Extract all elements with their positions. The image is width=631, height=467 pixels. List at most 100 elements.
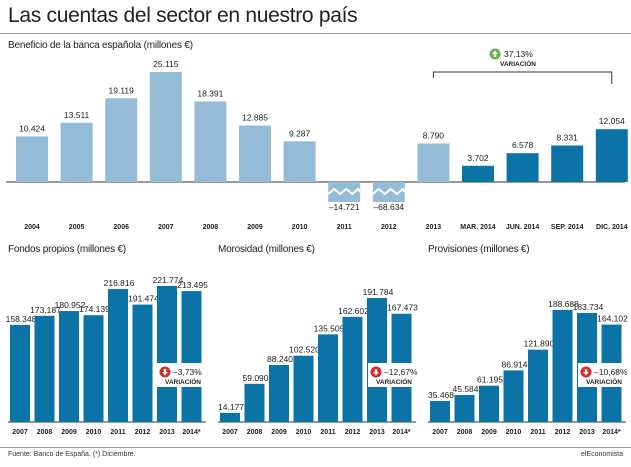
tick-label-provisiones-2013: 2013 (579, 429, 595, 436)
value-label-provisiones-2007: 35.468 (428, 390, 454, 400)
tick-label-morosidad-2014: 2014* (392, 429, 411, 436)
tick-label-2006: 2006 (113, 224, 129, 231)
bar-beneficio-SEP2014 (551, 145, 584, 182)
tick-label-provisiones-2007: 2007 (432, 429, 448, 436)
value-label-2006: 19.119 (109, 85, 135, 95)
variation-value-fondos: –3,73% (173, 367, 202, 377)
value-label-2005: 13.511 (64, 110, 90, 120)
value-label-fondos-2007: 158.348 (6, 314, 37, 324)
bar-beneficio-2011 (328, 182, 361, 202)
tick-label-provisiones-2014: 2014* (602, 429, 621, 436)
bar-provisiones-2007 (430, 400, 450, 422)
value-label-provisiones-2011: 121.890 (524, 339, 555, 349)
tick-label-morosidad-2011: 2011 (320, 429, 335, 436)
chart-title-fondos: Fondos propios (millones €) (8, 244, 126, 255)
value-label-2012: –68.634 (373, 202, 404, 212)
variation-label-provisiones: VARIACIÓN (586, 377, 622, 386)
value-label-morosidad-2007: 14.177 (218, 402, 244, 412)
tick-label-2012: 2012 (381, 224, 397, 231)
brand-credit: elEconomista (580, 451, 623, 458)
bar-morosidad-2009 (269, 364, 289, 422)
tick-label-2008: 2008 (203, 224, 219, 231)
value-label-morosidad-2010: 102.520 (289, 345, 320, 355)
footer-divider (0, 447, 631, 448)
value-label-2004: 10.424 (19, 123, 45, 133)
value-label-fondos-2010: 174.139 (79, 304, 110, 314)
tick-label-fondos-2013: 2013 (159, 429, 175, 436)
value-label-provisiones-2014: 164.102 (597, 314, 628, 324)
value-label-provisiones-2008: 45.584 (453, 384, 479, 394)
value-label-fondos-2014: 213.495 (177, 280, 208, 290)
value-label-fondos-2008: 173.187 (30, 305, 61, 315)
bar-beneficio-DIC2014 (595, 129, 628, 182)
tick-label-fondos-2014: 2014* (182, 429, 201, 436)
variation-label-morosidad: VARIACIÓN (376, 377, 412, 386)
bar-beneficio-2008 (194, 101, 227, 182)
value-label-fondos-2012: 191.474 (128, 294, 159, 304)
value-label-DIC2014: 12.054 (599, 116, 625, 126)
tick-label-2013: 2013 (426, 224, 442, 231)
provisiones-down-arrow-icon-glyph (583, 369, 589, 376)
bar-beneficio-2009 (239, 125, 271, 182)
bar-provisiones-2011 (528, 349, 548, 422)
value-label-morosidad-2014: 167.473 (387, 303, 418, 313)
bar-provisiones-2009 (479, 385, 499, 422)
bar-beneficio-2010 (283, 141, 316, 182)
value-label-fondos-2011: 216.816 (104, 278, 135, 288)
bar-beneficio-2012 (372, 182, 405, 202)
bar-beneficio-2006 (105, 98, 138, 182)
variation-value-beneficio: 37,13% (504, 49, 533, 59)
value-label-2011: –14.721 (329, 202, 360, 212)
bar-fondos-2011 (108, 289, 128, 422)
bar-fondos-2013 (157, 286, 177, 422)
tick-label-morosidad-2007: 2007 (222, 429, 238, 436)
bar-fondos-2007 (10, 324, 30, 422)
bar-morosidad-2011 (318, 334, 338, 422)
tick-label-fondos-2011: 2011 (110, 429, 125, 436)
tick-label-2004: 2004 (24, 224, 40, 231)
tick-label-morosidad-2010: 2010 (296, 429, 312, 436)
tick-label-2005: 2005 (69, 224, 85, 231)
tick-label-DIC2014: DIC. 2014 (596, 224, 628, 231)
tick-label-JUN2014: JUN. 2014 (506, 224, 540, 231)
bar-beneficio-2007 (149, 72, 182, 182)
bar-beneficio-2005 (60, 122, 93, 182)
tick-label-morosidad-2012: 2012 (345, 429, 361, 436)
tick-label-morosidad-2008: 2008 (247, 429, 263, 436)
tick-label-fondos-2008: 2008 (37, 429, 53, 436)
value-label-2007: 25.115 (153, 59, 179, 69)
bar-fondos-2009 (59, 311, 79, 422)
bar-morosidad-2013 (367, 298, 387, 422)
bar-provisiones-2008 (454, 394, 475, 422)
page-title: Las cuentas del sector en nuestro país (8, 4, 358, 27)
tick-label-fondos-2007: 2007 (12, 429, 28, 436)
bar-provisiones-2012 (552, 310, 573, 422)
tick-label-fondos-2009: 2009 (61, 429, 77, 436)
tick-label-MAR2014: MAR. 2014 (460, 224, 496, 231)
variation-value-provisiones: –10,68% (594, 367, 628, 377)
chart-title-morosidad: Morosidad (millones €) (218, 244, 315, 255)
value-label-morosidad-2013: 191.784 (363, 287, 394, 297)
variation-label-fondos: VARIACIÓN (165, 377, 201, 386)
variation-bracket (432, 71, 613, 84)
value-label-morosidad-2009: 88.240 (267, 354, 293, 364)
bar-morosidad-2008 (244, 383, 265, 422)
tick-label-morosidad-2009: 2009 (271, 429, 287, 436)
bar-beneficio-JUN2014 (506, 153, 539, 182)
bar-morosidad-2010 (293, 355, 314, 422)
value-label-SEP2014: 8.331 (557, 133, 579, 143)
tick-label-2007: 2007 (158, 224, 174, 231)
value-label-2009: 12.885 (242, 113, 268, 123)
value-label-fondos-2009: 180.952 (55, 300, 86, 310)
bar-fondos-2008 (34, 315, 55, 422)
bar-beneficio-2013 (417, 143, 450, 182)
bar-morosidad-2007 (220, 412, 240, 422)
source-note: Fuente: Banco de España. (*) Diciembre. (8, 451, 136, 458)
tick-label-2011: 2011 (337, 224, 352, 231)
value-label-morosidad-2011: 135.505 (314, 323, 345, 333)
value-label-provisiones-2010: 86.914 (502, 359, 528, 369)
tick-label-2010: 2010 (292, 224, 308, 231)
variation-value-morosidad: –12,67% (384, 367, 418, 377)
variation-up-arrow-icon-glyph (492, 50, 498, 57)
variation-label-beneficio: VARIACIÓN (500, 59, 536, 68)
